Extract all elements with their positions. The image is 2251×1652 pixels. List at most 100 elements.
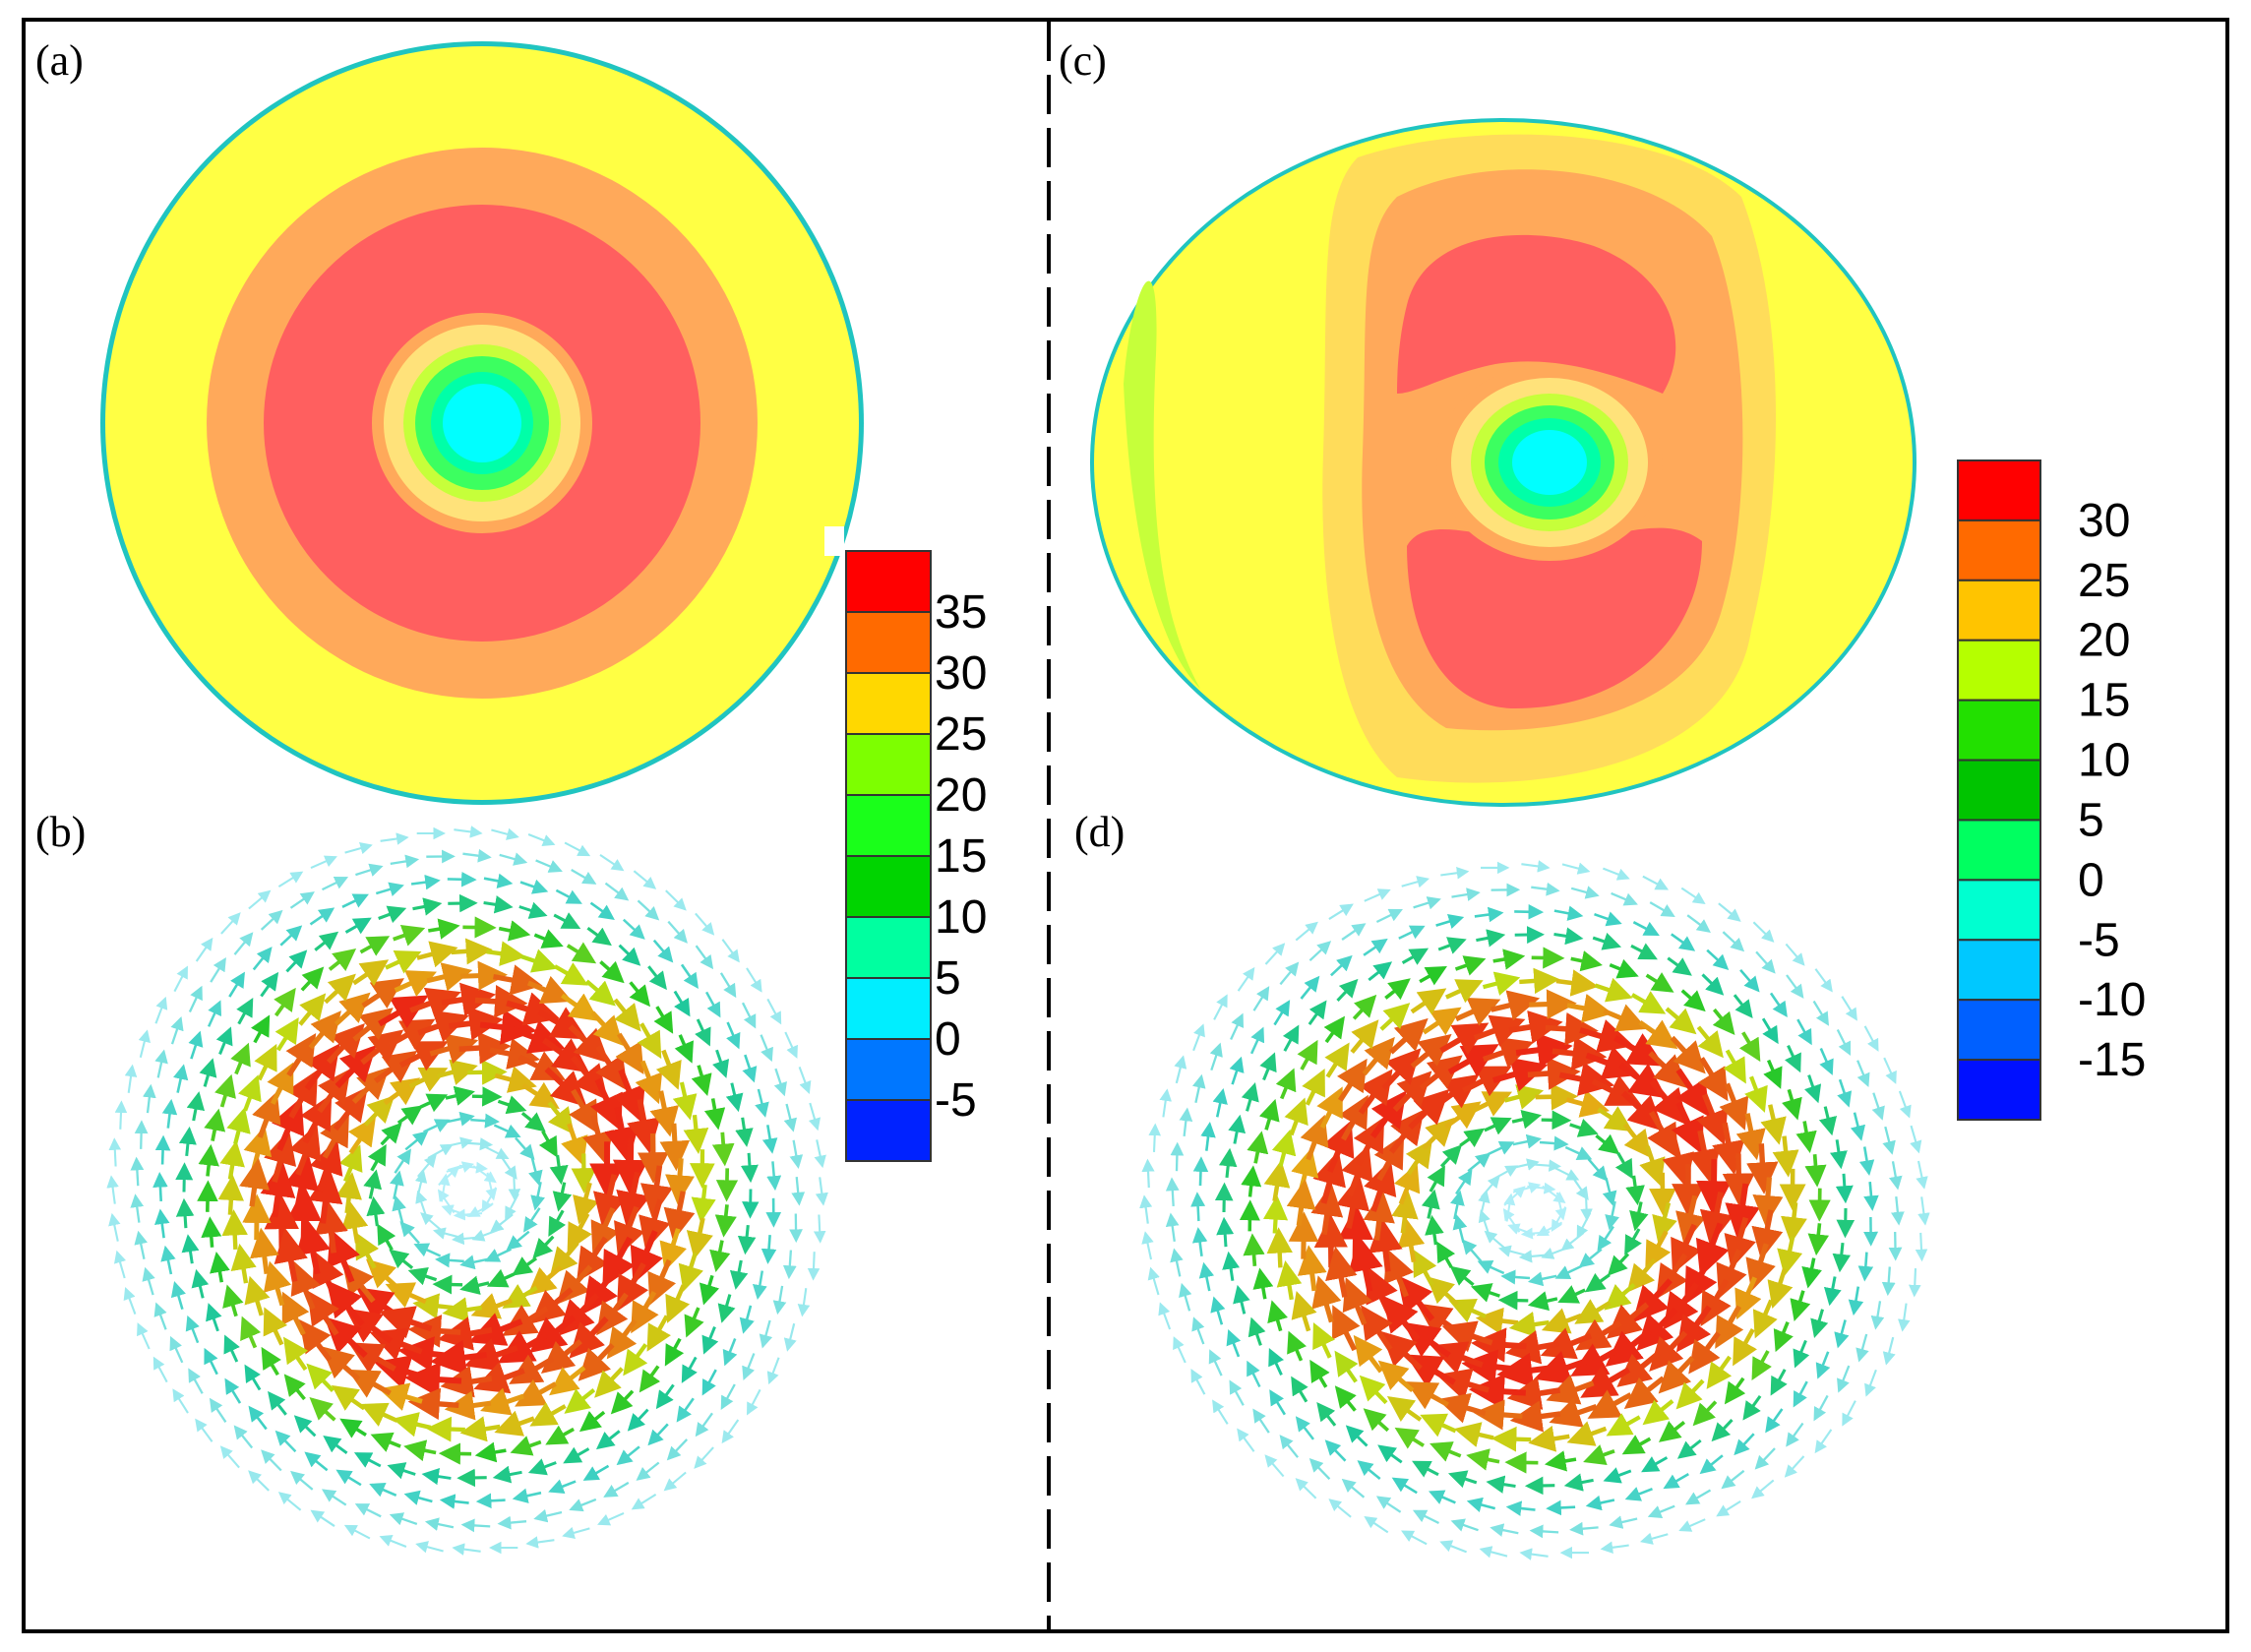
velocity-arrow [224, 1377, 242, 1404]
velocity-arrow [1583, 1444, 1615, 1466]
velocity-arrow [424, 1517, 455, 1531]
velocity-arrow [695, 912, 715, 936]
velocity-arrow [1334, 1385, 1357, 1412]
velocity-arrow [527, 833, 556, 847]
velocity-arrow [471, 1086, 503, 1107]
velocity-arrow [585, 979, 616, 1007]
velocity-arrow [1241, 1165, 1262, 1197]
velocity-arrow [1170, 1141, 1185, 1172]
velocity-arrow [1309, 1359, 1330, 1388]
velocity-arrow [1606, 1413, 1641, 1437]
velocity-arrow [444, 1390, 492, 1421]
velocity-arrow [1785, 943, 1805, 966]
velocity-arrow [618, 944, 641, 966]
velocity-arrow [1642, 1399, 1674, 1426]
velocity-arrow [1652, 1202, 1677, 1243]
velocity-arrow [407, 1266, 438, 1286]
velocity-arrow [528, 1156, 543, 1187]
velocity-arrow [1706, 1355, 1733, 1389]
velocity-arrow [1437, 937, 1467, 954]
velocity-arrow [474, 1441, 507, 1463]
velocity-arrow [1751, 1350, 1772, 1381]
velocity-arrow [1397, 1218, 1426, 1262]
colorbar-tick-label: 5 [2078, 794, 2104, 846]
velocity-arrow [1398, 925, 1426, 940]
velocity-arrow [1752, 1299, 1778, 1339]
velocity-arrow [390, 1170, 404, 1200]
velocity-arrow [597, 1511, 625, 1526]
velocity-arrow [1316, 1401, 1337, 1427]
velocity-arrow [1341, 1478, 1366, 1499]
velocity-arrow [497, 1515, 527, 1530]
velocity-arrow [113, 1250, 127, 1279]
velocity-arrow [782, 1250, 797, 1280]
velocity-arrow [222, 1284, 244, 1317]
velocity-arrow [1622, 1123, 1652, 1159]
velocity-arrow [766, 1357, 780, 1385]
velocity-arrow [310, 855, 337, 870]
velocity-arrow [755, 1088, 769, 1118]
velocity-arrow [1688, 1331, 1721, 1375]
velocity-arrow [1733, 994, 1753, 1018]
velocity-arrow [1761, 1017, 1779, 1045]
velocity-arrow [108, 1212, 121, 1242]
velocity-arrow [1328, 1499, 1352, 1518]
velocity-arrow [169, 1335, 184, 1364]
velocity-arrow [1421, 1189, 1440, 1219]
velocity-arrow [335, 1469, 362, 1487]
velocity-arrow [1173, 1336, 1186, 1364]
velocity-arrow [152, 1356, 168, 1383]
velocity-arrow [530, 1181, 545, 1211]
velocity-arrow [1392, 1071, 1432, 1112]
velocity-arrow [1276, 1260, 1303, 1301]
velocity-arrow [1477, 1260, 1505, 1275]
velocity-arrow [714, 1204, 737, 1238]
velocity-arrow [647, 1423, 669, 1446]
velocity-arrow [124, 1064, 138, 1093]
velocity-arrow [290, 1470, 314, 1491]
velocity-arrow [1386, 1395, 1423, 1422]
velocity-arrow [459, 1254, 489, 1270]
velocity-arrow [1451, 887, 1481, 901]
velocity-arrow [569, 1498, 597, 1512]
velocity-arrow [1716, 1500, 1741, 1517]
velocity-arrow [1665, 1007, 1697, 1035]
velocity-arrow [590, 1010, 624, 1046]
velocity-arrow [1801, 1257, 1822, 1289]
velocity-arrow [1271, 1129, 1297, 1168]
velocity-arrow [1781, 1088, 1802, 1121]
velocity-arrow [1724, 1377, 1746, 1405]
velocity-arrow [181, 1234, 200, 1264]
velocity-arrow [1671, 1101, 1704, 1155]
velocity-arrow [614, 1205, 645, 1257]
velocity-arrow [130, 1156, 145, 1187]
velocity-arrow [1486, 1475, 1516, 1494]
velocity-arrow [1842, 1400, 1856, 1427]
velocity-arrow [1308, 1000, 1327, 1025]
velocity-arrow [637, 899, 660, 921]
velocity-arrow [564, 1387, 596, 1414]
velocity-arrow [1829, 1139, 1848, 1170]
velocity-arrow [277, 1492, 302, 1511]
velocity-arrow [1648, 1051, 1688, 1088]
velocity-arrow [783, 1103, 798, 1132]
colorbar-swatch [1957, 759, 2041, 822]
velocity-arrow [1734, 1433, 1755, 1456]
velocity-arrow [446, 1111, 475, 1127]
velocity-arrow [412, 897, 443, 916]
velocity-arrow [1630, 991, 1667, 1014]
velocity-arrow [1662, 1135, 1695, 1188]
velocity-arrow [1313, 1213, 1348, 1268]
velocity-arrow [1192, 1023, 1205, 1052]
velocity-arrow [590, 1077, 623, 1132]
velocity-arrow [1565, 1089, 1611, 1118]
velocity-arrow [454, 826, 483, 838]
velocity-arrow [173, 965, 188, 993]
velocity-arrow [1587, 1158, 1609, 1182]
velocity-arrow [1295, 1478, 1317, 1499]
velocity-arrow [1233, 1284, 1250, 1315]
velocity-arrow [610, 1389, 635, 1415]
velocity-arrow [1557, 1285, 1586, 1304]
velocity-arrow [375, 882, 404, 896]
velocity-arrow [1641, 1456, 1669, 1473]
